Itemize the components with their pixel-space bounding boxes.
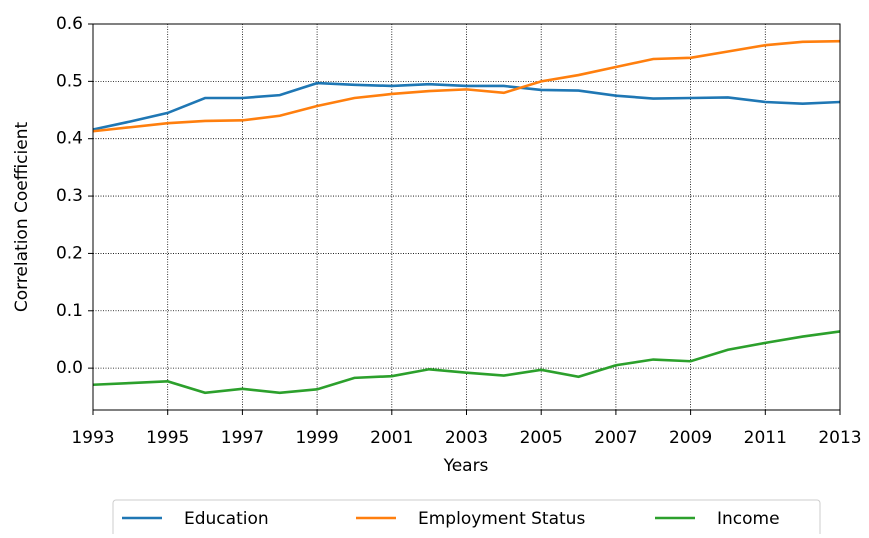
x-tick-label: 1993 — [71, 428, 114, 448]
x-tick-label: 2005 — [520, 428, 563, 448]
x-tick-label: 2011 — [744, 428, 787, 448]
x-tick-label: 2009 — [669, 428, 712, 448]
x-tick-label: 1995 — [146, 428, 189, 448]
x-tick-label: 2001 — [370, 428, 413, 448]
y-tick-label: 0.5 — [56, 71, 83, 91]
data-line — [92, 81, 841, 131]
y-tick-label: 0.4 — [56, 129, 83, 149]
x-tick-label: 2003 — [445, 428, 488, 448]
y-tick-label: 0.2 — [56, 243, 83, 263]
x-axis-label: Years — [443, 456, 489, 476]
y-tick-label: 0.6 — [56, 14, 83, 34]
y-axis-label: Correlation Coefficient — [12, 122, 32, 313]
legend-label: Income — [717, 509, 780, 529]
legend-box — [112, 499, 821, 538]
legend-label: Employment Status — [418, 509, 585, 529]
plot-frame — [92, 23, 841, 411]
x-tick-label: 1997 — [221, 428, 264, 448]
y-tick-label: 0.3 — [56, 186, 83, 206]
y-tick-label: 0.0 — [56, 358, 83, 378]
x-tick-label: 2007 — [594, 428, 637, 448]
x-tick-label: 1999 — [295, 428, 338, 448]
legend-label: Education — [184, 509, 269, 529]
y-tick-label: 0.1 — [56, 301, 83, 321]
data-line — [92, 39, 841, 133]
x-tick-label: 2013 — [818, 428, 861, 448]
data-line — [92, 330, 841, 395]
